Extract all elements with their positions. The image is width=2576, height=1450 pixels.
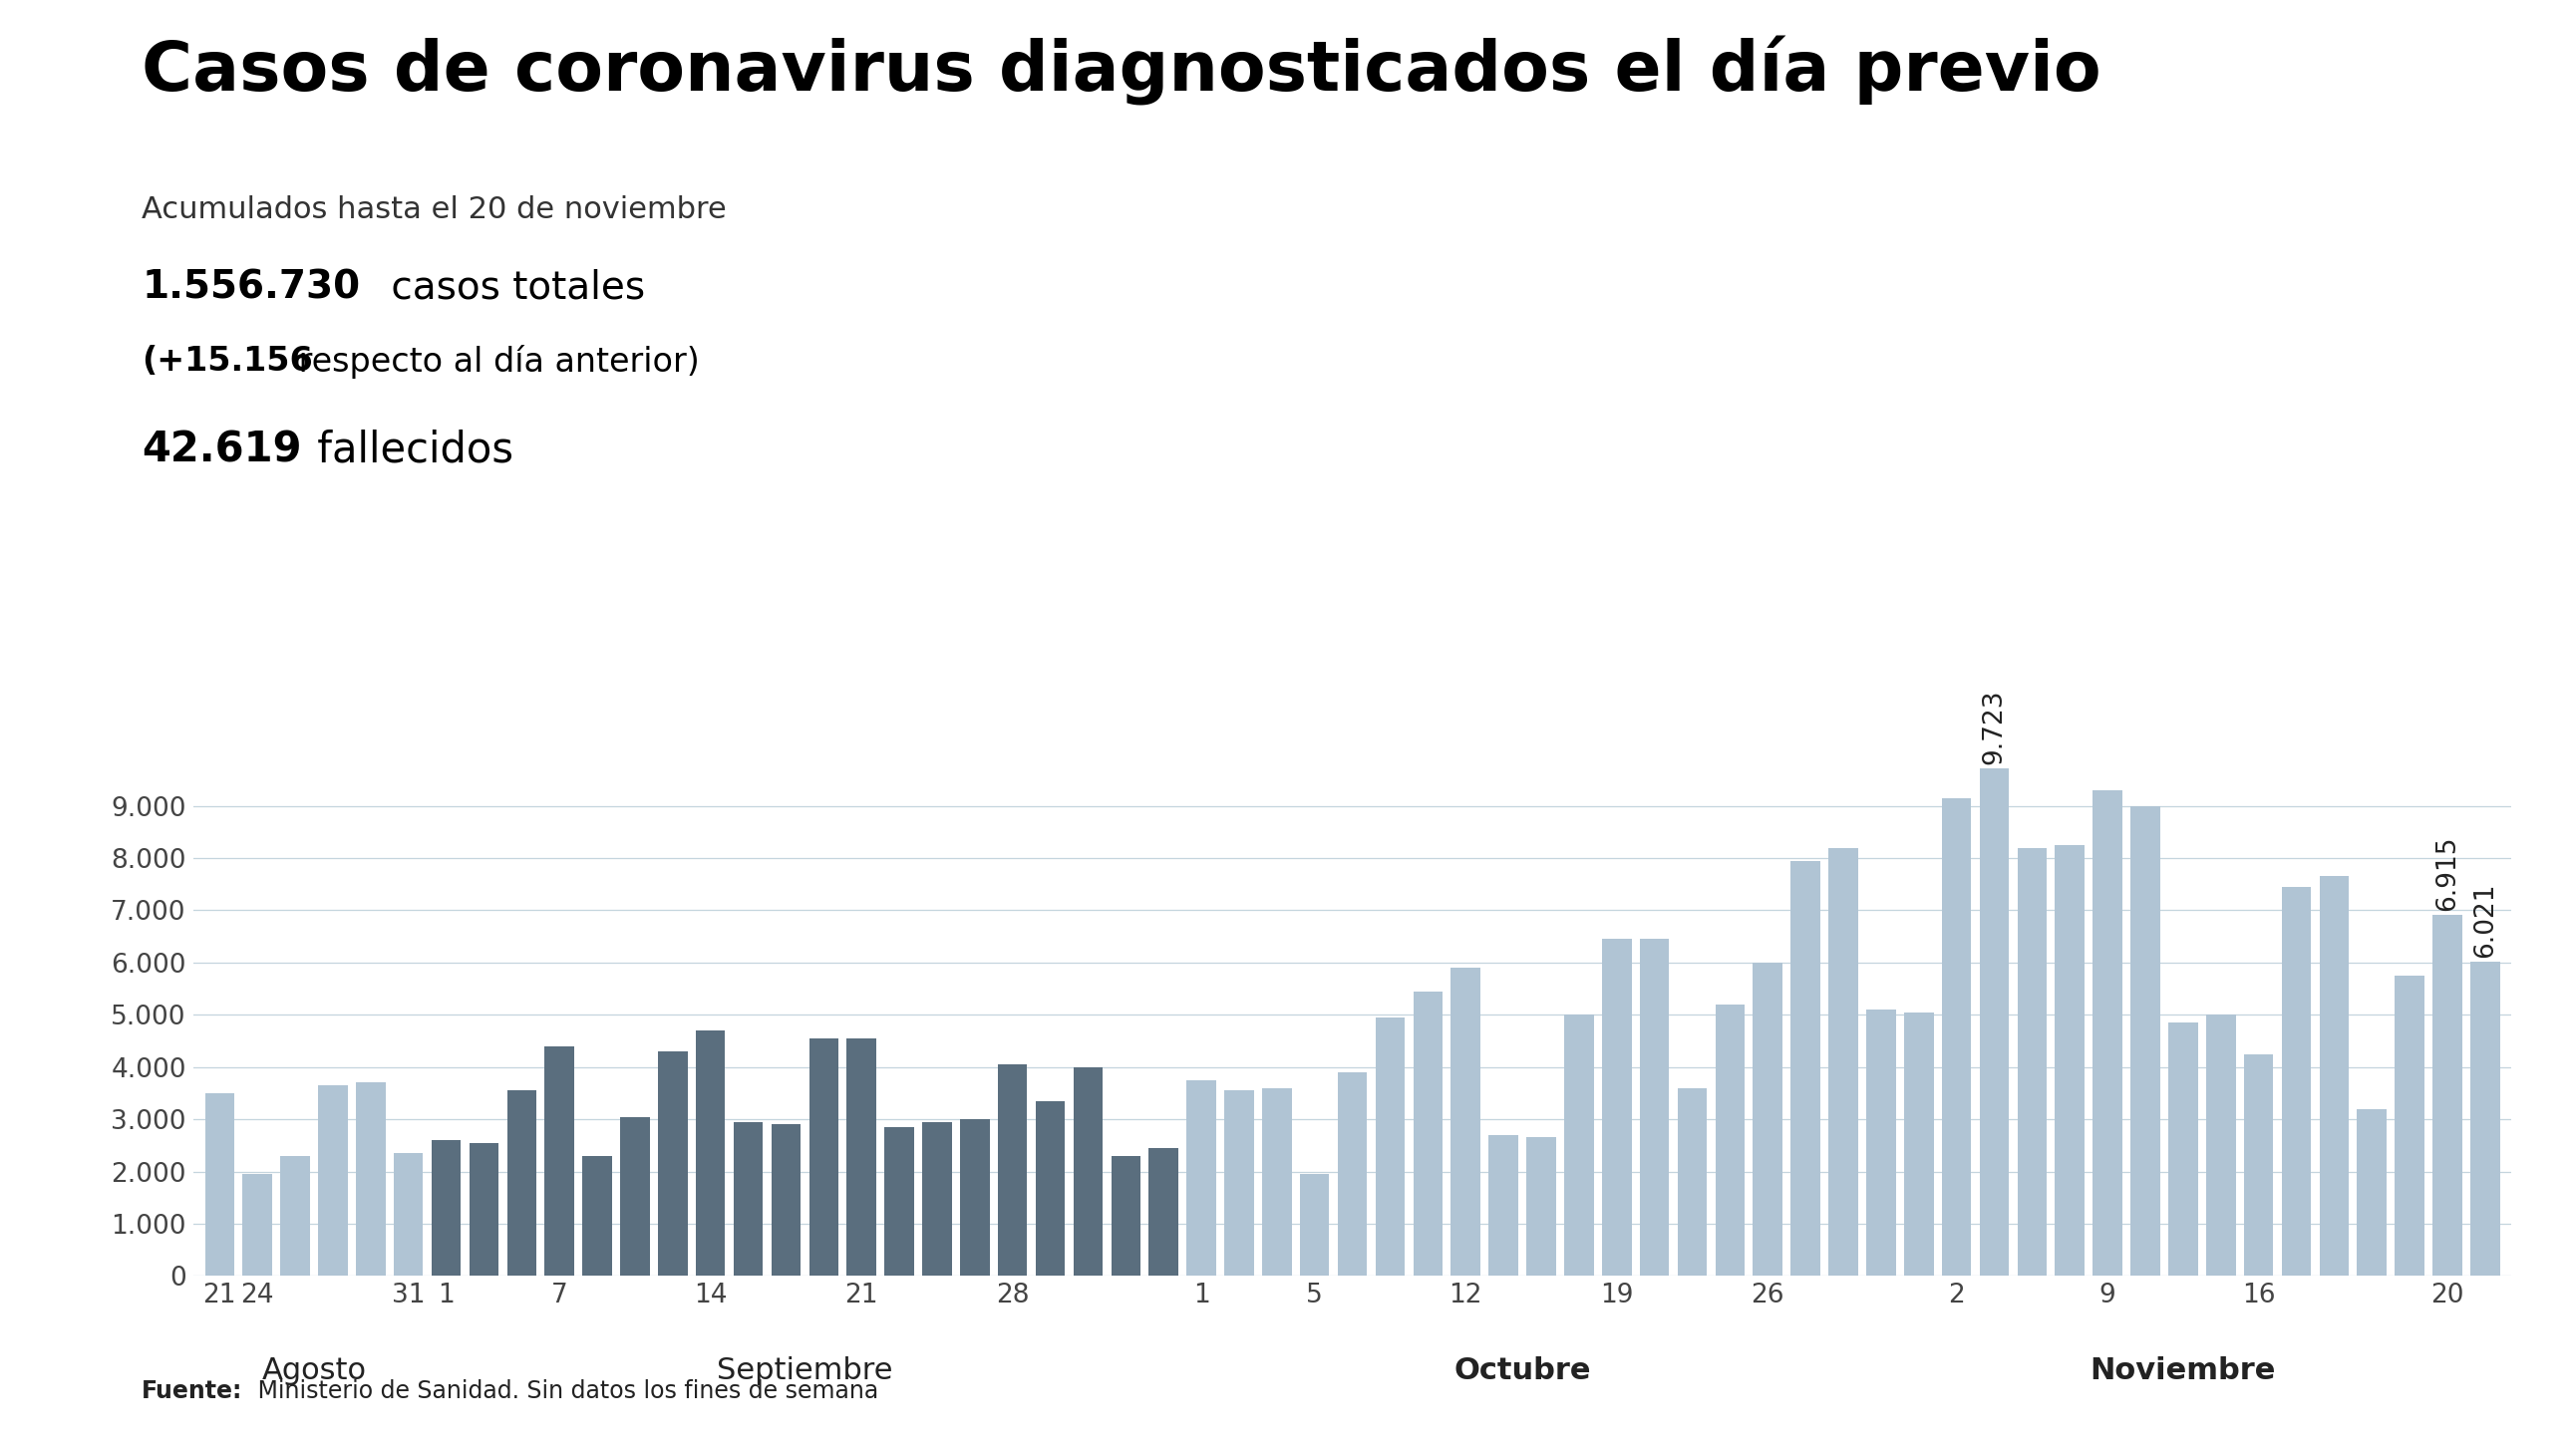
- Text: 1.556.730: 1.556.730: [142, 268, 361, 306]
- Bar: [1677, 1088, 1708, 1276]
- Bar: [2092, 790, 2123, 1276]
- Bar: [884, 1127, 914, 1276]
- Bar: [2318, 876, 2349, 1276]
- Bar: [696, 1031, 726, 1276]
- Bar: [2056, 845, 2084, 1276]
- Bar: [1602, 940, 1631, 1276]
- Bar: [2470, 961, 2499, 1276]
- Bar: [1564, 1015, 1595, 1276]
- Bar: [809, 1038, 840, 1276]
- Text: Acumulados hasta el 20 de noviembre: Acumulados hasta el 20 de noviembre: [142, 196, 726, 225]
- Bar: [2357, 1109, 2385, 1276]
- Bar: [1188, 1080, 1216, 1276]
- Bar: [621, 1117, 649, 1276]
- Text: Septiembre: Septiembre: [716, 1356, 894, 1385]
- Bar: [1754, 963, 1783, 1276]
- Bar: [1337, 1072, 1368, 1276]
- Bar: [1376, 1018, 1404, 1276]
- Text: Casos de coronavirus diagnosticados el día previo: Casos de coronavirus diagnosticados el d…: [142, 36, 2102, 106]
- Text: Noviembre: Noviembre: [2089, 1356, 2277, 1385]
- Bar: [997, 1064, 1028, 1276]
- Bar: [430, 1140, 461, 1276]
- Bar: [2396, 976, 2424, 1276]
- Bar: [544, 1045, 574, 1276]
- Text: Octubre: Octubre: [1453, 1356, 1592, 1385]
- Bar: [2244, 1054, 2275, 1276]
- Text: (+15.156: (+15.156: [142, 345, 312, 378]
- Text: 9.723: 9.723: [1981, 689, 2007, 764]
- Text: Agosto: Agosto: [263, 1356, 366, 1385]
- Text: 42.619: 42.619: [142, 429, 301, 471]
- Bar: [848, 1038, 876, 1276]
- Text: 6.915: 6.915: [2434, 835, 2460, 911]
- Bar: [1262, 1088, 1291, 1276]
- Bar: [1414, 992, 1443, 1276]
- Bar: [1528, 1138, 1556, 1276]
- Bar: [2205, 1015, 2236, 1276]
- Bar: [1149, 1148, 1177, 1276]
- Text: Ministerio de Sanidad. Sin datos los fines de semana: Ministerio de Sanidad. Sin datos los fin…: [250, 1380, 878, 1404]
- Text: fallecidos: fallecidos: [304, 429, 513, 471]
- Bar: [770, 1125, 801, 1276]
- Text: 6.021: 6.021: [2473, 882, 2499, 957]
- Text: respecto al día anterior): respecto al día anterior): [289, 345, 701, 378]
- Bar: [1641, 940, 1669, 1276]
- Bar: [582, 1156, 613, 1276]
- Bar: [961, 1119, 989, 1276]
- Bar: [1110, 1156, 1141, 1276]
- Bar: [355, 1083, 386, 1276]
- Bar: [1904, 1012, 1935, 1276]
- Bar: [2130, 806, 2161, 1276]
- Bar: [1074, 1067, 1103, 1276]
- Bar: [1790, 861, 1821, 1276]
- Bar: [394, 1153, 422, 1276]
- Bar: [319, 1085, 348, 1276]
- Bar: [657, 1051, 688, 1276]
- Text: Fuente:: Fuente:: [142, 1380, 242, 1404]
- Bar: [1978, 769, 2009, 1276]
- Bar: [2017, 848, 2048, 1276]
- Bar: [242, 1175, 273, 1276]
- Bar: [206, 1093, 234, 1276]
- Bar: [1942, 798, 1971, 1276]
- Bar: [2282, 887, 2311, 1276]
- Bar: [2432, 915, 2463, 1276]
- Bar: [1829, 848, 1857, 1276]
- Bar: [281, 1156, 309, 1276]
- Bar: [469, 1143, 500, 1276]
- Bar: [1224, 1090, 1255, 1276]
- Bar: [1036, 1101, 1064, 1276]
- Bar: [1716, 1005, 1744, 1276]
- Text: casos totales: casos totales: [379, 268, 644, 306]
- Bar: [1450, 967, 1481, 1276]
- Bar: [507, 1090, 536, 1276]
- Bar: [922, 1122, 951, 1276]
- Bar: [1489, 1135, 1517, 1276]
- Bar: [734, 1122, 762, 1276]
- Bar: [1301, 1175, 1329, 1276]
- Bar: [1865, 1009, 1896, 1276]
- Bar: [2169, 1022, 2197, 1276]
